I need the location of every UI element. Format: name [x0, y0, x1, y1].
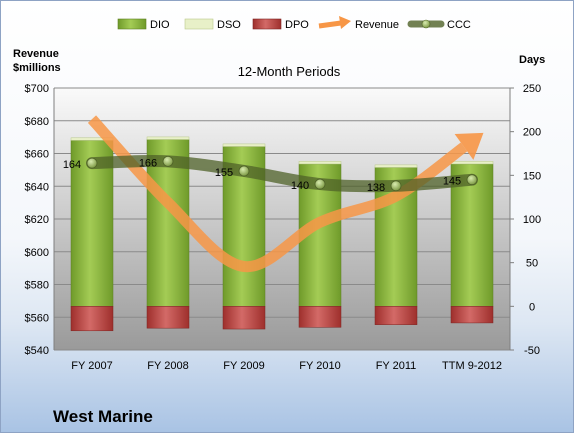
- bar-dpo: [298, 306, 342, 328]
- company-name: West Marine: [53, 407, 153, 426]
- legend-swatch: [184, 18, 214, 30]
- right-tick-label: 100: [523, 214, 541, 226]
- legend-label: DPO: [285, 19, 309, 31]
- right-tick-label: 200: [523, 127, 541, 139]
- legend-label: CCC: [447, 19, 471, 31]
- legend-swatch: [318, 20, 342, 29]
- bar-dpo: [450, 306, 494, 324]
- left-tick-label: $540: [25, 345, 49, 357]
- x-tick-label: FY 2010: [299, 360, 340, 372]
- ccc-data-label: 155: [215, 167, 233, 179]
- ccc-data-label: 145: [443, 176, 461, 188]
- right-tick-label: 250: [523, 83, 541, 95]
- ccc-data-label: 138: [367, 182, 385, 194]
- left-axis-ticks: $700 $680 $660 $640 $620 $600 $580 $560 $540: [25, 83, 49, 357]
- bar-dpo: [374, 306, 418, 325]
- left-tick-label: $620: [25, 214, 49, 226]
- left-tick-label: $560: [25, 312, 49, 324]
- ccc-marker: [390, 180, 402, 192]
- bar-dso: [374, 164, 418, 168]
- legend-marker: [421, 19, 431, 29]
- x-tick-label: FY 2011: [376, 360, 417, 372]
- legend-label: DIO: [150, 19, 170, 31]
- left-tick-label: $640: [25, 181, 49, 193]
- right-tick-label: 50: [526, 258, 538, 270]
- legend-label: DSO: [217, 19, 241, 31]
- ccc-marker: [238, 165, 250, 177]
- right-tick-label: 0: [529, 301, 535, 313]
- ccc-series: 164 166 155 140 138 145: [63, 155, 478, 194]
- x-tick-label: FY 2007: [71, 360, 112, 372]
- bar-dso: [450, 161, 494, 165]
- ccc-data-label: 140: [291, 180, 309, 192]
- revenue-line: [87, 115, 468, 272]
- right-axis-label: Days: [519, 54, 545, 66]
- bar-dio: [450, 163, 494, 307]
- chart-title: 12-Month Periods: [238, 64, 341, 79]
- left-tick-label: $660: [25, 149, 49, 161]
- legend-arrowhead: [339, 16, 351, 29]
- ccc-line: [86, 155, 478, 193]
- legend-label: Revenue: [355, 19, 399, 31]
- ccc-data-label: 166: [139, 157, 157, 169]
- right-axis-ticks: 250 200 150 100 50 0 -50: [510, 83, 541, 357]
- x-tick-label: TTM 9-2012: [442, 360, 502, 372]
- bar-dpo: [146, 306, 190, 329]
- bar-dso: [222, 143, 266, 147]
- left-tick-label: $700: [25, 83, 49, 95]
- revenue-arrowhead: [454, 132, 484, 160]
- left-axis-label-line1: Revenue: [13, 48, 59, 60]
- x-axis-ticks: FY 2007 FY 2008 FY 2009 FY 2010 FY 2011 TTM 9…: [71, 360, 502, 372]
- right-tick-label: -50: [524, 345, 540, 357]
- ccc-marker: [162, 155, 174, 167]
- legend-swatch: [117, 18, 147, 30]
- ccc-marker: [86, 157, 98, 169]
- right-tick-label: 150: [523, 170, 541, 182]
- ccc-marker: [314, 178, 326, 190]
- legend: DIO DSO DPO Revenue CCC: [117, 16, 471, 31]
- legend-swatch: [252, 18, 282, 30]
- ccc-marker: [466, 174, 478, 186]
- bar-dso: [146, 136, 190, 140]
- x-tick-label: FY 2008: [147, 360, 188, 372]
- left-tick-label: $580: [25, 280, 49, 292]
- left-tick-label: $600: [25, 247, 49, 259]
- revenue-series: [87, 115, 484, 272]
- bar-dpo: [70, 306, 114, 332]
- left-tick-label: $680: [25, 116, 49, 128]
- bar-dpo: [222, 306, 266, 330]
- x-tick-label: FY 2009: [223, 360, 264, 372]
- left-axis-label-line2: $millions: [13, 62, 61, 74]
- ccc-data-label: 164: [63, 159, 81, 171]
- bar-dso: [298, 161, 342, 165]
